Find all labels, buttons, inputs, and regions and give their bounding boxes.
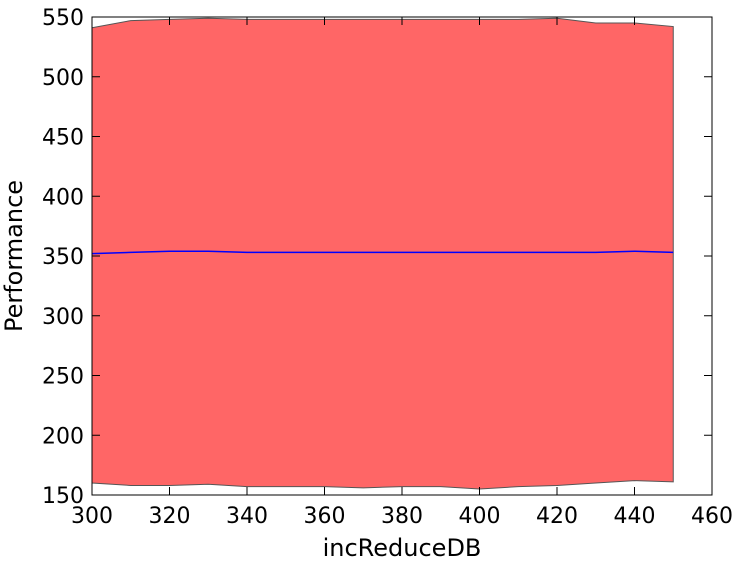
x-tick-label: 300 xyxy=(71,504,113,529)
y-tick-label: 300 xyxy=(42,305,84,330)
y-tick-label: 450 xyxy=(42,126,84,151)
x-tick-label: 380 xyxy=(381,504,423,529)
mean-line xyxy=(91,250,674,255)
x-tick-label: 400 xyxy=(459,504,501,529)
x-tick-label: 440 xyxy=(614,504,656,529)
x-tick-label: 320 xyxy=(149,504,191,529)
y-tick-label: 350 xyxy=(42,245,84,270)
y-tick-label: 500 xyxy=(42,66,84,91)
y-axis-label: Performance xyxy=(0,180,28,332)
x-tick-label: 340 xyxy=(226,504,268,529)
x-tick-label: 360 xyxy=(304,504,346,529)
y-tick-label: 200 xyxy=(42,424,84,449)
y-tick-label: 400 xyxy=(42,185,84,210)
y-tick-label: 250 xyxy=(42,365,84,390)
y-tick-label: 550 xyxy=(42,6,84,31)
y-tick-label: 150 xyxy=(42,484,84,509)
x-tick-label: 460 xyxy=(691,504,733,529)
x-tick-label: 420 xyxy=(536,504,578,529)
x-axis-label: incReduceDB xyxy=(323,534,482,562)
band-area xyxy=(91,17,674,490)
